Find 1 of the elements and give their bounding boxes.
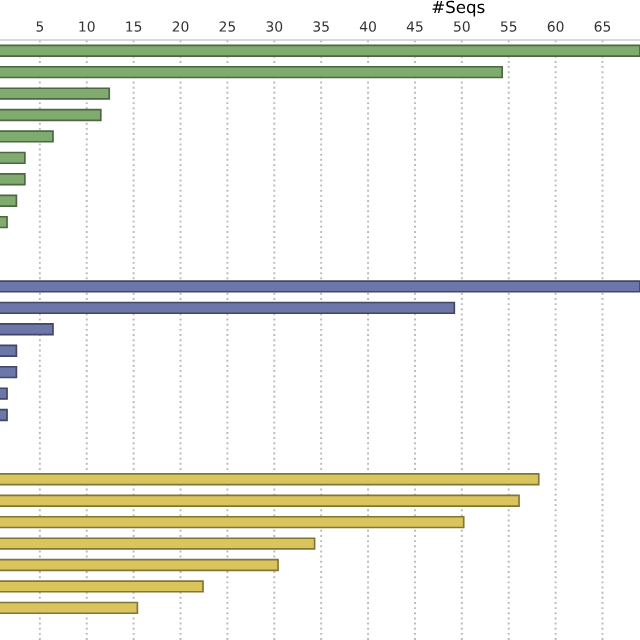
x-axis-title: #Seqs: [432, 0, 485, 17]
